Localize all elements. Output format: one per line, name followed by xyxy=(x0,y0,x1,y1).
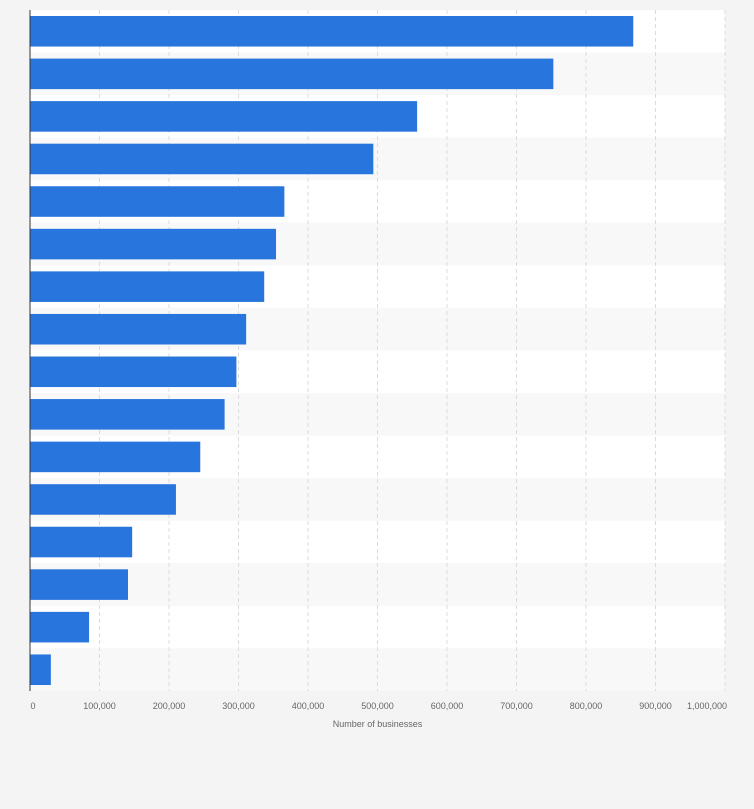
bar xyxy=(30,569,128,600)
bar xyxy=(30,271,265,302)
bar xyxy=(30,58,554,90)
x-tick-label: 800,000 xyxy=(570,701,603,711)
bar xyxy=(30,356,237,388)
x-tick-label: 900,000 xyxy=(639,701,672,711)
bar xyxy=(30,143,374,175)
x-tick-label: 1,000,000 xyxy=(687,701,727,711)
bar xyxy=(30,228,277,260)
bar xyxy=(30,611,90,643)
x-tick-label: 500,000 xyxy=(361,701,394,711)
x-axis-title: Number of businesses xyxy=(333,719,423,729)
bar xyxy=(30,441,201,473)
x-tick-label: 700,000 xyxy=(500,701,533,711)
bar xyxy=(30,313,247,345)
x-axis-tick-labels: 0 100,000 200,000 300,000 400,000 500,000 600,… xyxy=(30,701,727,711)
x-tick-label: 0 xyxy=(30,701,35,711)
bar xyxy=(30,186,285,217)
x-tick-label: 200,000 xyxy=(153,701,186,711)
bar xyxy=(30,484,176,515)
x-tick-label: 400,000 xyxy=(292,701,325,711)
x-tick-label: 100,000 xyxy=(83,701,116,711)
bar xyxy=(30,16,634,47)
bars xyxy=(30,16,634,685)
x-tick-label: 300,000 xyxy=(222,701,255,711)
bar xyxy=(30,101,418,132)
bar xyxy=(30,399,225,430)
bar xyxy=(30,526,133,558)
bar xyxy=(30,654,51,685)
x-tick-label: 600,000 xyxy=(431,701,464,711)
